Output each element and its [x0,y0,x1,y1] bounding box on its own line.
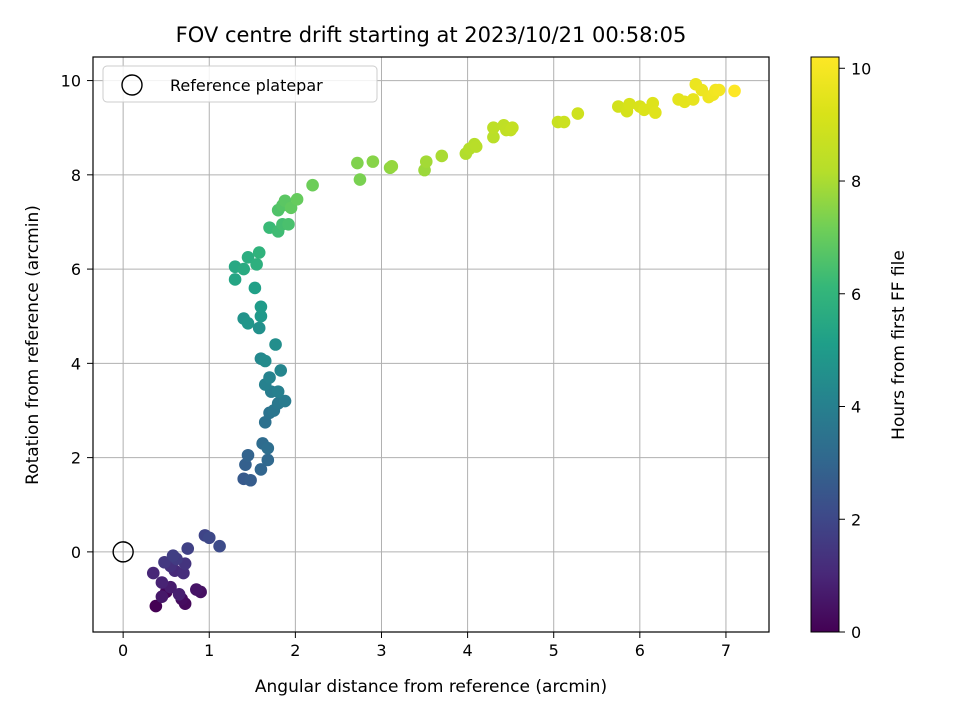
data-point [258,415,272,429]
data-point [202,531,216,545]
data-point [487,121,500,134]
y-tick-label: 2 [71,449,81,468]
data-point [248,281,262,295]
colorbar-tick-label: 10 [851,59,871,78]
data-point [254,300,268,314]
data-point [623,97,636,111]
colorbar-tick-label: 8 [851,172,861,191]
data-point [252,321,266,335]
chart-title: FOV centre drift starting at 2023/10/21 … [176,23,687,47]
y-tick-label: 0 [71,543,81,562]
data-point [250,258,263,271]
data-point [571,107,585,120]
legend-label-reference: Reference platepar [170,76,323,95]
axis-ticks: 0 1 2 3 4 5 6 7 0 2 4 6 8 10 [61,72,731,660]
data-point [278,394,292,408]
data-point [155,590,169,603]
x-tick-label: 0 [118,641,128,660]
x-tick-label: 5 [549,641,559,660]
y-tick-label: 4 [71,354,81,373]
legend-box [102,65,378,103]
y-tick-label: 6 [71,260,81,279]
x-tick-label: 2 [290,641,300,660]
colorbar-ticks: 0 2 4 6 8 10 [839,59,871,642]
data-point [435,149,449,163]
y-axis-label: Rotation from reference (arcmin) [23,205,43,485]
grid-lines [93,57,769,632]
colorbar-tick-label: 6 [851,285,861,304]
colorbar [810,56,840,633]
data-point [637,103,651,117]
plot-area-frame [92,56,770,633]
data-point [353,173,367,186]
data-point [557,115,571,129]
data-point [252,246,266,259]
data-point [366,155,380,168]
data-point [241,448,255,462]
data-points [146,78,741,613]
data-point [351,156,364,170]
data-point [419,155,433,168]
data-point [712,83,726,97]
data-point [649,106,662,119]
data-point [213,539,226,553]
data-point [254,309,268,323]
data-point [261,453,275,467]
data-point [506,121,519,134]
data-point [261,441,275,455]
data-point [258,354,272,368]
data-point [646,96,660,110]
data-point [166,549,180,562]
legend: Reference platepar [102,65,378,103]
data-point [254,463,268,476]
data-point [172,587,186,601]
data-point [469,140,483,153]
data-point [239,458,252,471]
data-point [290,193,304,206]
data-point [155,576,169,589]
data-point [244,473,257,487]
legend-marker-reference [121,74,143,96]
data-point [271,385,285,398]
data-point [385,160,399,173]
data-point [241,251,255,264]
data-point [274,364,288,377]
data-point [158,555,171,569]
data-point [728,84,741,98]
colorbar-tick-label: 2 [851,510,861,529]
data-point [263,371,276,384]
x-axis-label: Angular distance from reference (arcmin) [255,677,607,697]
colorbar-tick-label: 4 [851,398,861,417]
data-point [282,218,295,231]
data-point [237,262,251,276]
reference-platepar-marker [112,541,134,563]
reference-layer [112,541,134,563]
data-point [228,273,242,286]
data-point [487,130,500,144]
colorbar-label: Hours from first FF file [889,250,909,440]
x-tick-label: 3 [376,641,386,660]
data-point [177,566,190,580]
data-point [306,178,319,192]
x-tick-label: 1 [204,641,214,660]
x-tick-label: 4 [463,641,473,660]
data-point [686,93,700,106]
data-point [146,566,160,580]
x-tick-label: 6 [635,641,645,660]
colorbar-tick-label: 0 [851,623,861,642]
data-point [190,583,203,596]
data-point [181,542,195,555]
y-tick-label: 8 [71,166,81,185]
data-point [241,316,255,330]
data-point [269,338,282,351]
x-tick-label: 7 [721,641,731,660]
data-point [149,599,163,613]
y-tick-label: 10 [61,72,81,91]
